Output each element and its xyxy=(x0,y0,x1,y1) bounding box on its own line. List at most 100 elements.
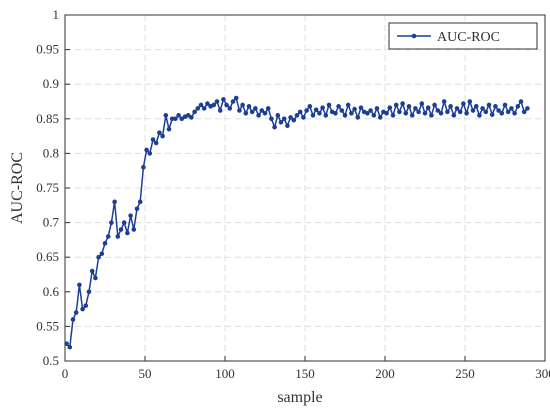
x-tick-label: 250 xyxy=(455,366,475,381)
point xyxy=(377,115,383,120)
point xyxy=(483,109,489,115)
point xyxy=(281,116,287,122)
point xyxy=(246,104,252,109)
point xyxy=(438,110,444,116)
y-tick-label: 0.95 xyxy=(36,42,59,57)
point xyxy=(425,105,431,111)
point xyxy=(112,199,117,205)
point xyxy=(445,109,450,115)
point xyxy=(115,234,121,239)
point xyxy=(211,102,217,108)
point xyxy=(422,110,428,116)
point xyxy=(387,105,393,111)
point xyxy=(201,106,207,111)
point xyxy=(137,199,143,205)
point xyxy=(400,101,405,106)
point xyxy=(336,104,341,109)
point xyxy=(419,101,425,106)
point xyxy=(173,116,178,122)
point xyxy=(384,110,389,116)
point xyxy=(406,104,412,109)
x-tick-label: 150 xyxy=(295,366,315,381)
point xyxy=(131,227,137,232)
point xyxy=(525,106,530,111)
point xyxy=(390,113,396,118)
point xyxy=(128,213,133,218)
point xyxy=(480,106,485,111)
point xyxy=(358,105,364,111)
y-tick-label: 0.6 xyxy=(43,284,60,299)
point xyxy=(166,126,172,132)
point xyxy=(310,113,316,118)
point xyxy=(89,268,95,274)
point xyxy=(435,108,441,113)
point xyxy=(397,109,402,115)
point xyxy=(304,108,309,113)
point xyxy=(451,113,457,118)
y-tick-label: 1 xyxy=(53,7,60,22)
point xyxy=(464,110,469,116)
point xyxy=(195,106,201,111)
x-tick-label: 300 xyxy=(535,366,550,381)
point xyxy=(416,109,421,115)
point xyxy=(230,99,236,104)
point xyxy=(147,151,153,156)
point xyxy=(205,101,210,106)
point xyxy=(403,110,409,116)
point xyxy=(86,289,92,295)
point xyxy=(125,230,130,236)
y-tick-label: 0.85 xyxy=(36,111,59,126)
point xyxy=(429,113,434,118)
point xyxy=(489,112,495,117)
point xyxy=(499,110,505,116)
point xyxy=(70,317,76,322)
point xyxy=(102,241,108,246)
point xyxy=(448,104,453,109)
point xyxy=(150,137,156,142)
point xyxy=(313,107,319,113)
y-tick-label: 0.8 xyxy=(43,145,59,160)
point xyxy=(285,123,290,129)
point xyxy=(374,106,380,111)
point xyxy=(454,106,460,111)
point xyxy=(240,102,245,108)
point xyxy=(221,97,226,102)
point xyxy=(502,102,508,108)
point xyxy=(496,108,501,113)
point xyxy=(96,254,101,260)
point xyxy=(301,115,306,120)
point xyxy=(317,110,322,116)
point xyxy=(192,109,197,115)
x-axis-label: sample xyxy=(277,389,322,406)
point xyxy=(67,344,73,350)
point xyxy=(144,147,149,153)
point xyxy=(477,113,482,118)
point xyxy=(339,108,345,113)
point xyxy=(272,124,277,130)
point xyxy=(291,117,297,123)
point xyxy=(227,106,233,111)
x-tick-label: 0 xyxy=(62,366,69,381)
point xyxy=(413,106,418,111)
point xyxy=(352,106,357,112)
point xyxy=(457,109,463,115)
point xyxy=(486,102,492,108)
legend-label: AUC-ROC xyxy=(437,30,500,45)
point xyxy=(512,110,517,116)
point xyxy=(169,116,175,122)
point xyxy=(320,105,325,111)
point xyxy=(521,109,527,115)
point xyxy=(141,164,146,170)
point xyxy=(467,99,473,104)
point xyxy=(288,115,293,120)
point xyxy=(99,251,105,257)
point xyxy=(355,115,361,120)
y-tick-label: 0.5 xyxy=(43,353,59,368)
point xyxy=(505,109,511,115)
point xyxy=(269,116,274,122)
x-tick-label: 50 xyxy=(139,366,152,381)
point xyxy=(163,113,169,118)
point xyxy=(253,106,258,111)
point xyxy=(153,140,159,146)
